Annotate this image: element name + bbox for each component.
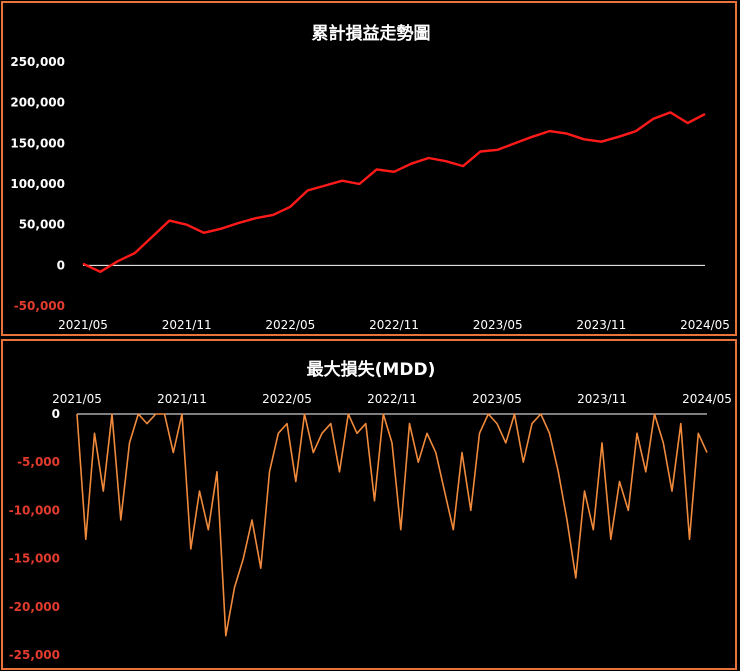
x-tick-label: 2021/11 — [162, 318, 212, 332]
y-tick-label: -20,000 — [9, 600, 60, 614]
y-tick-label: -15,000 — [9, 552, 60, 566]
x-tick-label: 2023/11 — [576, 318, 626, 332]
y-tick-label: 250,000 — [10, 55, 65, 69]
y-tick-label: 150,000 — [10, 136, 65, 150]
x-tick-label: 2024/05 — [680, 318, 730, 332]
y-tick-label: 0 — [57, 258, 65, 272]
mdd-title: 最大損失(MDD) — [307, 359, 436, 380]
x-tick-label: 2021/05 — [58, 318, 108, 332]
x-tick-label: 2024/05 — [682, 392, 732, 406]
y-tick-label: -50,000 — [14, 299, 65, 313]
x-tick-label: 2021/05 — [52, 392, 102, 406]
x-tick-label: 2023/05 — [472, 392, 522, 406]
y-tick-label: 200,000 — [10, 96, 65, 110]
x-tick-label: 2022/05 — [265, 318, 315, 332]
y-tick-label: 100,000 — [10, 177, 65, 191]
x-tick-label: 2022/05 — [262, 392, 312, 406]
cumulative-pnl-title: 累計損益走勢圖 — [312, 23, 431, 44]
cumulative-pnl-chart: 累計損益走勢圖 250,000 200,000 150,000 100,000 50,0… — [10, 23, 730, 332]
mdd-panel: 最大損失(MDD) 0 -5,000 -10,000 -15,000 -20,000 -2… — [1, 339, 737, 670]
x-tick-label: 2023/05 — [473, 318, 523, 332]
cumulative-pnl-line — [82, 111, 706, 273]
y-tick-label: 50,000 — [19, 218, 65, 232]
x-tick-label: 2022/11 — [369, 318, 419, 332]
cumulative-pnl-panel: 累計損益走勢圖 250,000 200,000 150,000 100,000 50,0… — [1, 1, 737, 336]
y-tick-label: -10,000 — [9, 503, 60, 517]
y-tick-label: -5,000 — [17, 455, 60, 469]
mdd-line — [76, 413, 708, 637]
x-tick-label: 2022/11 — [367, 392, 417, 406]
y-tick-label: -25,000 — [9, 648, 60, 662]
y-tick-label: 0 — [52, 407, 60, 421]
mdd-chart: 最大損失(MDD) 0 -5,000 -10,000 -15,000 -20,000 -2… — [9, 359, 732, 662]
x-tick-label: 2021/11 — [157, 392, 207, 406]
x-tick-label: 2023/11 — [577, 392, 627, 406]
